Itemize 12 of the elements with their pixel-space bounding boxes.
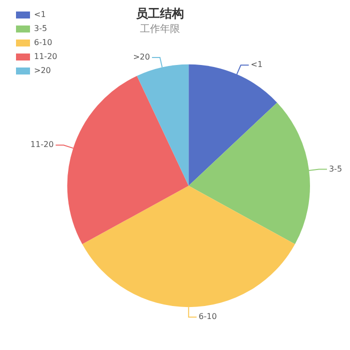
text: 工作年限	[140, 22, 180, 35]
slice-label: 11-20	[30, 140, 54, 150]
legend-label: 3-5	[34, 24, 48, 34]
slice-label: >20	[133, 52, 150, 62]
slice-label: <1	[250, 60, 263, 70]
legend-label: 11-20	[34, 52, 58, 62]
slice-label: 6-10	[198, 312, 217, 322]
legend-label: <1	[34, 10, 46, 20]
chart-title: 员工结构	[136, 6, 184, 20]
slice-label: 3-5	[328, 164, 342, 174]
legend-label: >20	[34, 66, 51, 76]
legend-label: 6-10	[34, 38, 52, 48]
